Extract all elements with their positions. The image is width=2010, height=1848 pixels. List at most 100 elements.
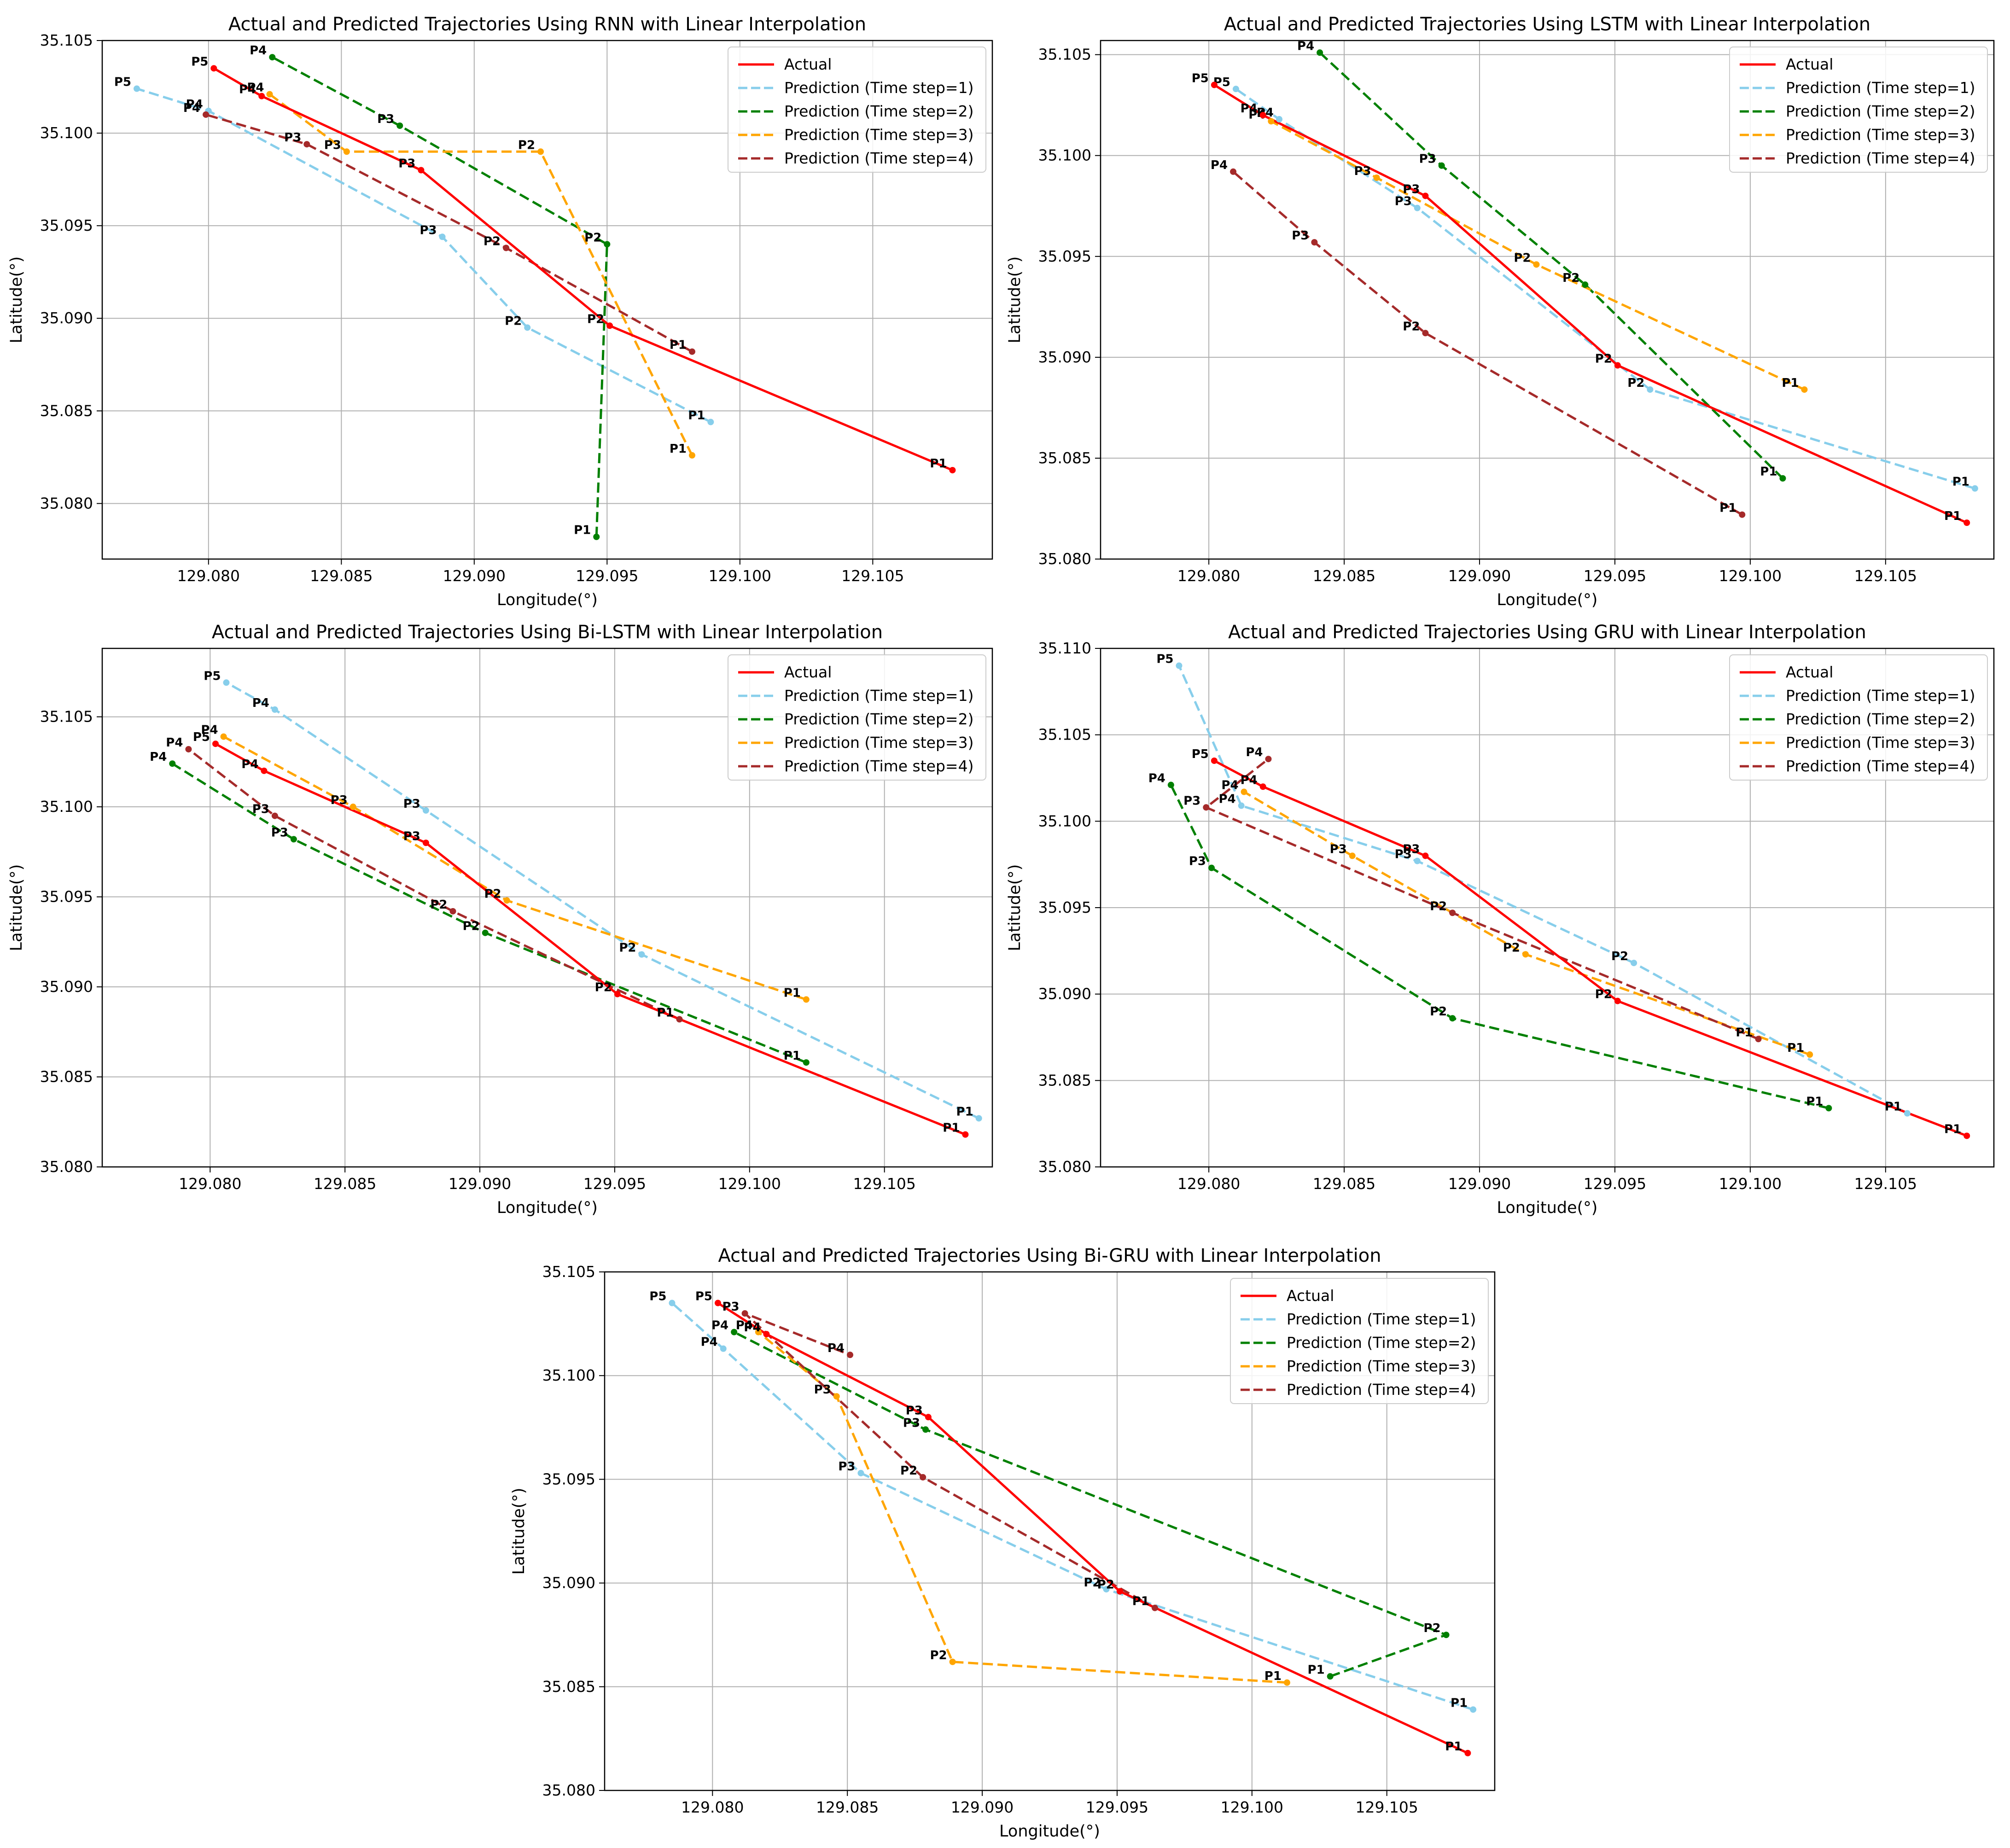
point-label: P3	[1354, 164, 1371, 178]
legend-label: Prediction (Time step=4)	[1786, 149, 1975, 167]
series-line-actual	[215, 743, 966, 1136]
point-label: P3	[252, 803, 269, 816]
x-tick-label: 129.085	[310, 567, 373, 585]
data-point	[271, 706, 278, 713]
data-point	[1904, 1110, 1911, 1117]
point-label: P3	[838, 1460, 855, 1474]
point-label: P4	[239, 83, 256, 97]
legend-label: Prediction (Time step=2)	[1786, 102, 1975, 120]
point-label: P1	[1952, 475, 1969, 489]
data-point	[1373, 174, 1380, 181]
data-point	[803, 996, 810, 1003]
axes-frame	[604, 1271, 1496, 1791]
point-label: P4	[166, 736, 183, 750]
point-label: P2	[584, 231, 601, 245]
legend-label: Actual	[1287, 1287, 1334, 1305]
y-tick-label: 35.105	[40, 708, 93, 726]
data-point	[220, 733, 227, 740]
y-tick-label: 35.095	[1038, 247, 1091, 265]
data-point	[1327, 1673, 1334, 1680]
data-point	[1265, 756, 1272, 763]
data-point	[833, 1393, 840, 1400]
data-point	[1443, 1632, 1450, 1638]
legend-box	[1729, 654, 1988, 781]
data-point	[755, 1329, 762, 1335]
point-label: P1	[1445, 1740, 1462, 1754]
y-tick-label: 35.085	[1038, 1071, 1091, 1089]
series-line-timestep-4	[1232, 170, 1743, 516]
point-label: P2	[1403, 320, 1420, 333]
data-point	[857, 1469, 864, 1476]
data-point	[1311, 239, 1318, 246]
data-point	[1238, 802, 1245, 809]
data-point	[922, 1426, 929, 1433]
legend: Actual Prediction (Time step=1) Prediction…	[1729, 654, 1988, 781]
subplot-4: Actual and Predicted Trajectories Using …	[1006, 622, 1995, 1217]
data-point	[212, 740, 219, 747]
point-label: P4	[183, 101, 200, 115]
y-axis-label: Latitude(°)	[7, 864, 26, 951]
x-axis-label: Longitude(°)	[1497, 1199, 1598, 1217]
data-point	[1103, 1586, 1110, 1593]
legend: Actual Prediction (Time step=1) Prediction…	[728, 47, 986, 173]
data-point	[1203, 804, 1210, 811]
data-point	[223, 679, 230, 686]
y-tick-label: 35.110	[1038, 639, 1091, 657]
data-point	[1208, 864, 1215, 871]
data-point	[1614, 362, 1621, 369]
data-point	[1241, 788, 1247, 795]
point-label: P5	[193, 730, 210, 744]
point-label: P4	[186, 98, 203, 111]
x-tick-label: 129.085	[1313, 1175, 1375, 1193]
point-label: P1	[1782, 376, 1799, 390]
point-label: P2	[1084, 1576, 1101, 1590]
x-tick-label: 129.085	[816, 1798, 879, 1816]
axes-frame	[1100, 40, 1995, 560]
series-line-timestep-2	[1170, 784, 1829, 1109]
data-point	[669, 1300, 676, 1306]
point-label: P4	[1297, 39, 1314, 53]
data-point	[707, 419, 714, 426]
legend-label: Prediction (Time step=2)	[1287, 1334, 1476, 1352]
y-tick-label: 35.095	[40, 888, 93, 906]
axes-frame	[1100, 647, 1995, 1168]
subplot-1: Actual and Predicted Trajectories Using …	[7, 14, 993, 609]
x-axis-label: Longitude(°)	[999, 1822, 1100, 1841]
point-label: P2	[930, 1649, 947, 1662]
data-point	[1414, 204, 1421, 211]
plot-area: P1P2P3P4P5P1P2P3P4P1P2P3P4P1P2P3P4P1P2P3…	[1192, 39, 1978, 526]
x-tick-label: 129.090	[1448, 1175, 1511, 1193]
point-label: P4	[247, 81, 264, 95]
x-tick-label: 129.090	[951, 1798, 1014, 1816]
data-point	[688, 452, 695, 459]
point-label: P3	[722, 1300, 739, 1314]
chart-title: Actual and Predicted Trajectories Using …	[1224, 14, 1870, 35]
series-line-timestep-3	[223, 735, 807, 1001]
data-point	[1438, 162, 1445, 169]
point-label: P5	[204, 669, 221, 683]
data-point	[169, 760, 176, 767]
point-label: P1	[1308, 1663, 1325, 1677]
point-label: P1	[1760, 465, 1777, 479]
x-tick-label: 129.105	[1854, 1175, 1917, 1193]
data-point	[271, 812, 278, 819]
plot-area: P1P2P3P4P5P1P2P3P4P1P2P3P4P1P2P3P4P1P2P3…	[1148, 653, 1970, 1139]
x-tick-label: 129.080	[1177, 1175, 1240, 1193]
axes-frame	[101, 647, 993, 1168]
data-point	[1151, 1604, 1158, 1611]
data-point	[614, 991, 621, 997]
series-line-timestep-4	[187, 748, 680, 1020]
point-label: P3	[1183, 794, 1200, 808]
data-point	[847, 1352, 854, 1358]
series-line-timestep-3	[757, 1331, 1288, 1684]
x-tick-label: 129.080	[681, 1798, 744, 1816]
chart-title: Actual and Predicted Trajectories Using …	[1228, 622, 1866, 643]
data-point	[418, 167, 425, 174]
point-label: P1	[956, 1105, 973, 1119]
y-tick-label: 35.080	[40, 1158, 93, 1176]
data-point	[1283, 1679, 1290, 1686]
data-point	[1470, 1706, 1477, 1713]
y-tick-label: 35.085	[1038, 449, 1091, 467]
point-label: P1	[1719, 501, 1736, 515]
data-point	[422, 807, 429, 814]
